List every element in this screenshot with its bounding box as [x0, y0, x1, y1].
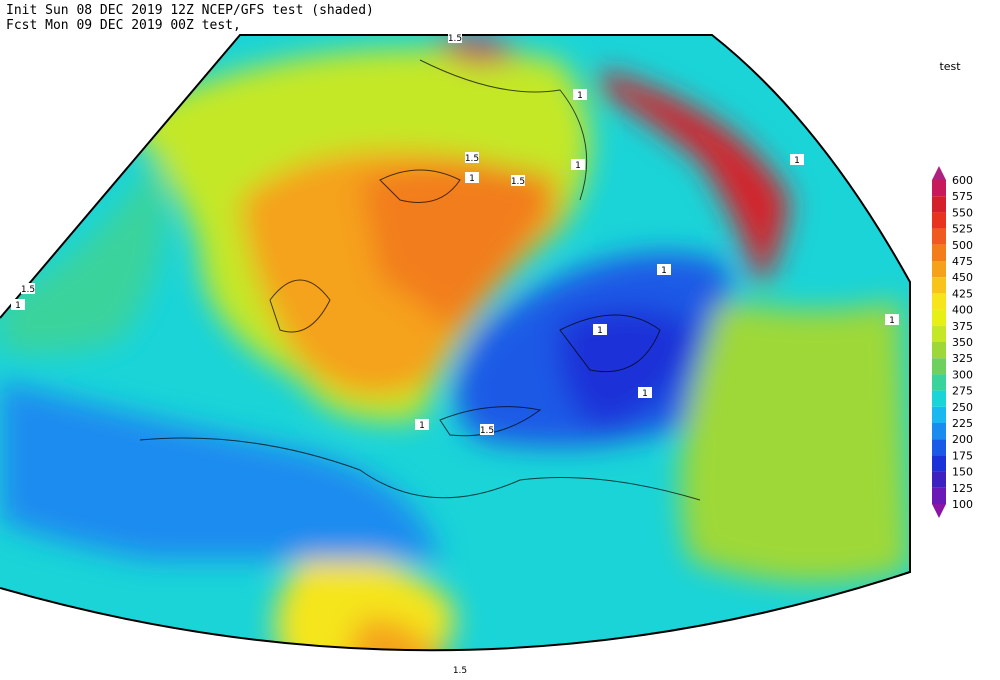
contour-label-box [21, 283, 35, 294]
colorbar-band [932, 196, 946, 213]
contour-label: 1 [577, 91, 583, 101]
header-line: Fcst Mon 09 DEC 2019 00Z test, [6, 18, 241, 33]
colorbar-band [932, 325, 946, 342]
colorbar-band [932, 212, 946, 229]
map-border [0, 34, 911, 652]
colorbar-band [932, 228, 946, 245]
contour-label: 1 [597, 326, 603, 336]
contour-label: 1 [642, 389, 648, 399]
colorbar-band [932, 309, 946, 326]
contour-label: 1.5 [511, 177, 525, 187]
contour-label-box [415, 419, 429, 430]
contour-label: 1.5 [21, 285, 35, 295]
contour-label-box [480, 424, 494, 435]
contour-label: 1 [794, 156, 800, 166]
colorbar-band [932, 277, 946, 294]
colorbar-label: 500 [952, 239, 973, 252]
colorbar-label: 250 [952, 401, 973, 414]
contour-label-box [448, 32, 462, 43]
colorbar-label: 375 [952, 320, 973, 333]
header-line: Init Sun 08 DEC 2019 12Z NCEP/GFS test (… [6, 3, 374, 18]
contour-label-box [593, 324, 607, 335]
colorbar-band [932, 244, 946, 261]
colorbar-band [932, 455, 946, 472]
contour-label-box [657, 264, 671, 275]
contour-label-box [885, 314, 899, 325]
colorbar-label: 450 [952, 271, 973, 284]
contour-label-box [465, 152, 479, 163]
colorbar-label: 400 [952, 304, 973, 317]
colorbar-label: 300 [952, 368, 973, 381]
colorbar-label: 225 [952, 417, 973, 430]
colorbar-label: 525 [952, 223, 973, 236]
colorbar-band [932, 423, 946, 440]
contour-label: 1.5 [448, 34, 462, 44]
contour-label-box [511, 175, 525, 186]
colorbar-band [932, 342, 946, 359]
colorbar-band [932, 261, 946, 278]
colorbar-band [932, 390, 946, 407]
colorbar-cap [932, 504, 946, 518]
colorbar-band [932, 439, 946, 456]
colorbar-label: 100 [952, 498, 973, 511]
colorbar-label: 200 [952, 433, 973, 446]
contour-label: 1.5 [480, 426, 494, 436]
colorbar-band [932, 406, 946, 423]
colorbar-band [932, 358, 946, 375]
colorbar-label: 600 [952, 174, 973, 187]
contour-label: 1 [575, 161, 581, 171]
contour-label-box [11, 299, 25, 310]
contour-label-box [573, 89, 587, 100]
colorbar-label: 575 [952, 190, 973, 203]
colorbar-label: 125 [952, 482, 973, 495]
colorbar: 600 575 550 525 500 475 450 425 400 375 350 325 300 2… [932, 166, 973, 518]
colorbar-band [932, 374, 946, 391]
colorbar-band [932, 293, 946, 310]
contour-label: 1 [419, 421, 425, 431]
colorbar-label: 475 [952, 255, 973, 268]
contour-label-box [638, 387, 652, 398]
contour-label: 1 [661, 266, 667, 276]
contour-label-box [571, 159, 585, 170]
colorbar-label: 325 [952, 352, 973, 365]
colorbar-cap [932, 166, 946, 180]
colorbar-band [932, 471, 946, 488]
contour-label-box [465, 172, 479, 183]
colorbar-label: 550 [952, 206, 973, 219]
contour-label: 1.5 [453, 666, 467, 676]
colorbar-label: 175 [952, 449, 973, 462]
legend-title: test [939, 60, 961, 73]
colorbar-band [932, 487, 946, 504]
contour-label: 1 [15, 301, 21, 311]
contour-label-box [453, 664, 467, 675]
colorbar-label: 275 [952, 385, 973, 398]
contour-label: 1 [889, 316, 895, 326]
contour-label: 1 [469, 174, 475, 184]
contour-label: 1.5 [465, 154, 479, 164]
colorbar-label: 150 [952, 466, 973, 479]
colorbar-label: 425 [952, 287, 973, 300]
colorbar-label: 350 [952, 336, 973, 349]
colorbar-band [932, 180, 946, 197]
contour-label-box [790, 154, 804, 165]
